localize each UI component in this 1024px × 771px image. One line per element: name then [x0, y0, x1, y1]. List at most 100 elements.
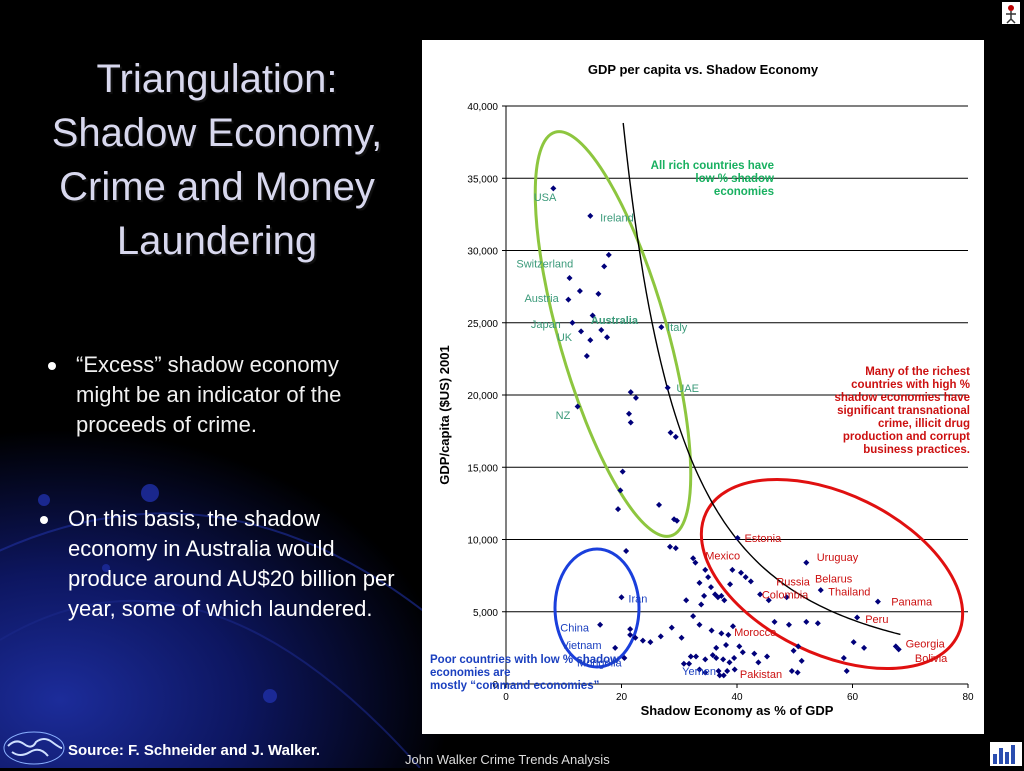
x-axis-label: Shadow Economy as % of GDP	[641, 703, 834, 718]
data-point	[727, 581, 733, 587]
data-point	[628, 419, 634, 425]
x-tick-label: 80	[962, 692, 974, 703]
data-point	[726, 659, 732, 665]
data-point	[565, 297, 571, 303]
data-point	[598, 327, 604, 333]
data-point	[705, 574, 711, 580]
data-point	[844, 668, 850, 674]
data-point	[875, 599, 881, 605]
bullet-text: “Excess” shadow economy might be an indi…	[76, 352, 341, 437]
data-point	[721, 597, 727, 603]
globe-logo-icon	[2, 730, 66, 766]
data-point	[725, 632, 731, 638]
y-tick-label: 20,000	[467, 391, 498, 402]
data-point	[803, 619, 809, 625]
data-point	[698, 602, 704, 608]
data-point	[729, 567, 735, 573]
data-point	[623, 548, 629, 554]
data-point	[732, 667, 738, 673]
data-point	[731, 655, 737, 661]
data-point	[604, 334, 610, 340]
annotation-line: business practices.	[863, 444, 970, 456]
data-point	[578, 328, 584, 334]
data-point	[713, 645, 719, 651]
data-point	[799, 658, 805, 664]
data-point	[656, 502, 662, 508]
data-point	[584, 353, 590, 359]
data-point	[690, 613, 696, 619]
data-point	[612, 645, 618, 651]
title-line: Triangulation:	[14, 52, 420, 106]
title-line: Shadow Economy,	[14, 106, 420, 160]
data-point	[627, 626, 633, 632]
bullet-item: On this basis, the shadow economy in Aus…	[32, 504, 398, 624]
country-label: Japan	[531, 319, 561, 331]
annotation-line: production and corrupt	[843, 431, 970, 443]
data-point	[723, 642, 729, 648]
data-point	[569, 320, 575, 326]
data-point	[764, 654, 770, 660]
country-label: Thailand	[828, 587, 870, 599]
data-point	[658, 633, 664, 639]
data-point	[601, 263, 607, 269]
source-citation: Source: F. Schneider and J. Walker.	[68, 742, 320, 759]
data-point	[803, 560, 809, 566]
country-label: Belarus	[815, 574, 853, 586]
annotation-line: countries with high %	[851, 379, 970, 391]
country-label: Vietnam	[561, 640, 601, 652]
x-tick-label: 20	[616, 692, 628, 703]
data-point	[740, 649, 746, 655]
bar-chart-logo-icon	[990, 742, 1022, 766]
data-point	[683, 597, 689, 603]
y-tick-label: 10,000	[467, 536, 498, 547]
data-point	[701, 593, 707, 599]
annotation-line: crime, illicit drug	[878, 418, 970, 430]
country-label: Georgia	[906, 639, 946, 651]
country-label: Mexico	[705, 550, 740, 562]
data-point	[587, 337, 593, 343]
data-point	[668, 430, 674, 436]
y-axis-label: GDP/capita ($US) 2001	[437, 345, 452, 484]
data-point	[615, 506, 621, 512]
y-tick-label: 25,000	[467, 319, 498, 330]
annotation-line: Many of the richest	[865, 366, 970, 378]
bullet-item: “Excess” shadow economy might be an indi…	[40, 350, 396, 440]
annotation-line: economies are	[430, 667, 511, 679]
data-point	[658, 324, 664, 330]
country-label: Russia	[776, 576, 811, 588]
data-point	[587, 213, 593, 219]
data-point	[716, 668, 722, 674]
annotation-text: Many of the richestcountries with high %…	[835, 366, 971, 456]
data-point	[718, 630, 724, 636]
data-point	[772, 619, 778, 625]
scatter-chart: GDP per capita vs. Shadow Economy Shadow…	[422, 40, 984, 734]
data-point	[791, 648, 797, 654]
country-label: China	[560, 623, 590, 635]
annotation-line: All rich countries have	[651, 160, 774, 172]
country-label: Panama	[891, 597, 933, 609]
country-label: Switzerland	[516, 259, 573, 271]
country-label: NZ	[556, 410, 571, 422]
data-point	[696, 580, 702, 586]
y-tick-label: 30,000	[467, 247, 498, 258]
data-point	[619, 594, 625, 600]
title-line: Crime and Money	[14, 160, 420, 214]
data-point	[861, 645, 867, 651]
country-label: Ireland	[600, 212, 634, 224]
x-tick-label: 60	[847, 692, 859, 703]
data-point	[854, 615, 860, 621]
country-label: Bolivia	[915, 653, 948, 665]
data-point	[735, 535, 741, 541]
title-line: Laundering	[14, 214, 420, 268]
annotation-line: Poor countries with low % shadow	[430, 654, 619, 666]
data-point	[720, 656, 726, 662]
data-point	[640, 638, 646, 644]
data-point	[633, 395, 639, 401]
data-point	[702, 656, 708, 662]
data-point	[597, 622, 603, 628]
y-tick-label: 5,000	[473, 608, 498, 619]
data-point	[818, 587, 824, 593]
country-label: Uruguay	[817, 552, 859, 564]
data-point	[851, 639, 857, 645]
